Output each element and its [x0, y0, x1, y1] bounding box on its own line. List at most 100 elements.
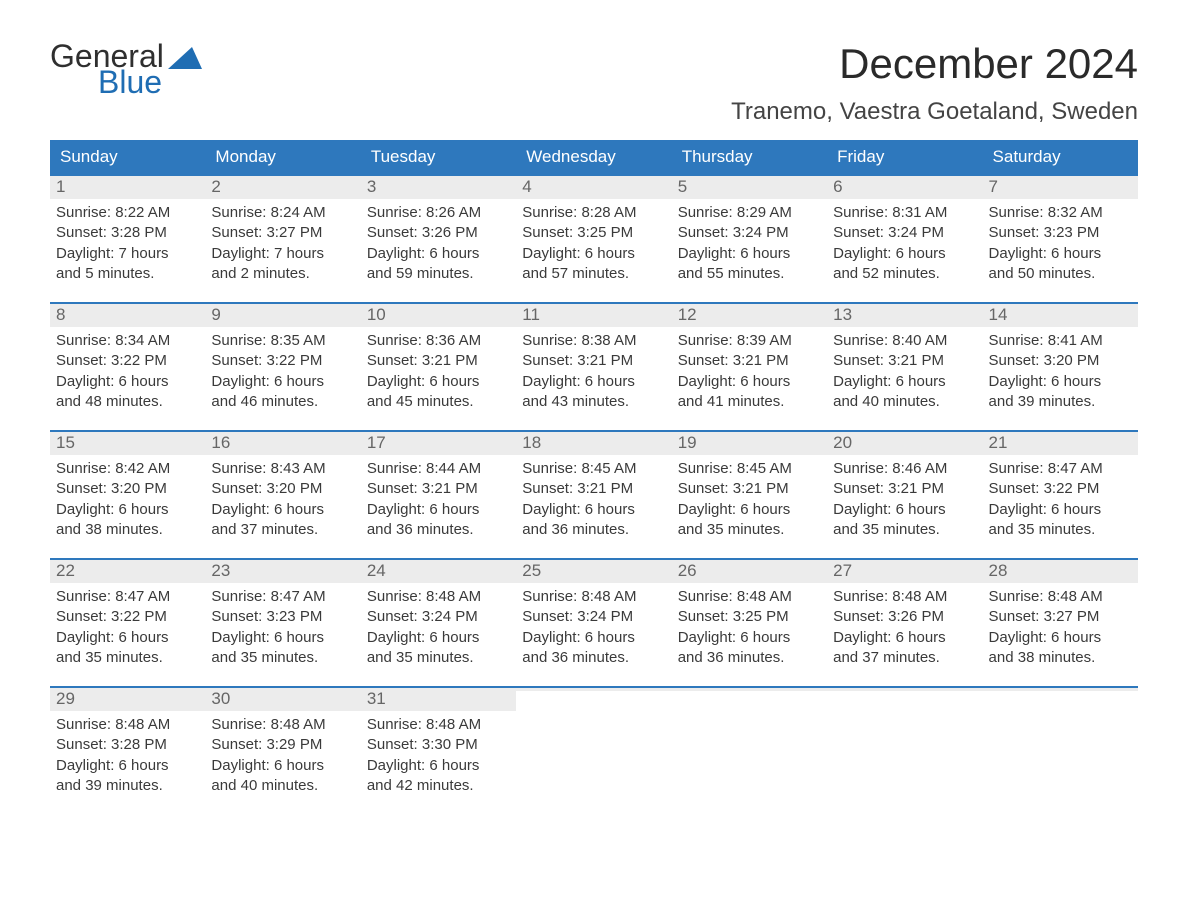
day-sunset: Sunset: 3:24 PM	[522, 607, 665, 627]
day-body: Sunrise: 8:41 AMSunset: 3:20 PMDaylight:…	[983, 327, 1138, 414]
day-number: 4	[522, 177, 531, 196]
day-body: Sunrise: 8:47 AMSunset: 3:23 PMDaylight:…	[205, 583, 360, 670]
day-sunrise: Sunrise: 8:48 AM	[211, 715, 354, 735]
day-d2: and 41 minutes.	[678, 392, 821, 412]
day-sunset: Sunset: 3:21 PM	[522, 479, 665, 499]
day-body	[516, 691, 671, 697]
calendar-day: 5Sunrise: 8:29 AMSunset: 3:24 PMDaylight…	[672, 174, 827, 302]
calendar-day: 4Sunrise: 8:28 AMSunset: 3:25 PMDaylight…	[516, 174, 671, 302]
day-sunrise: Sunrise: 8:47 AM	[56, 587, 199, 607]
day-number: 9	[211, 305, 220, 324]
calendar-day: 7Sunrise: 8:32 AMSunset: 3:23 PMDaylight…	[983, 174, 1138, 302]
day-body: Sunrise: 8:48 AMSunset: 3:27 PMDaylight:…	[983, 583, 1138, 670]
day-d2: and 52 minutes.	[833, 264, 976, 284]
day-body: Sunrise: 8:48 AMSunset: 3:30 PMDaylight:…	[361, 711, 516, 798]
day-sunrise: Sunrise: 8:32 AM	[989, 203, 1132, 223]
day-body	[983, 691, 1138, 697]
day-number-bar: 28	[983, 558, 1138, 583]
day-sunset: Sunset: 3:21 PM	[833, 479, 976, 499]
day-sunset: Sunset: 3:21 PM	[367, 479, 510, 499]
day-body: Sunrise: 8:48 AMSunset: 3:28 PMDaylight:…	[50, 711, 205, 798]
day-sunrise: Sunrise: 8:38 AM	[522, 331, 665, 351]
day-d1: Daylight: 6 hours	[211, 628, 354, 648]
calendar-day: 26 Sunrise: 8:48 AMSunset: 3:25 PMDayligh…	[672, 558, 827, 686]
day-sunset: Sunset: 3:22 PM	[989, 479, 1132, 499]
day-d2: and 59 minutes.	[367, 264, 510, 284]
day-number: 26	[678, 561, 697, 580]
logo-word-blue: Blue	[98, 66, 202, 98]
calendar-day	[983, 686, 1138, 814]
day-sunset: Sunset: 3:29 PM	[211, 735, 354, 755]
day-sunset: Sunset: 3:26 PM	[367, 223, 510, 243]
day-body: Sunrise: 8:46 AMSunset: 3:21 PMDaylight:…	[827, 455, 982, 542]
day-number: 27	[833, 561, 852, 580]
day-d1: Daylight: 6 hours	[367, 756, 510, 776]
day-sunrise: Sunrise: 8:48 AM	[989, 587, 1132, 607]
day-d1: Daylight: 6 hours	[989, 372, 1132, 392]
calendar-day: 17Sunrise: 8:44 AMSunset: 3:21 PMDayligh…	[361, 430, 516, 558]
day-sunset: Sunset: 3:26 PM	[833, 607, 976, 627]
dow-saturday: Saturday	[983, 140, 1138, 174]
dow-thursday: Thursday	[672, 140, 827, 174]
day-sunset: Sunset: 3:20 PM	[56, 479, 199, 499]
day-number-bar: 22	[50, 558, 205, 583]
day-body: Sunrise: 8:42 AMSunset: 3:20 PMDaylight:…	[50, 455, 205, 542]
calendar-day	[516, 686, 671, 814]
day-sunrise: Sunrise: 8:46 AM	[833, 459, 976, 479]
day-number: 20	[833, 433, 852, 452]
day-d2: and 35 minutes.	[211, 648, 354, 668]
day-number-bar: 27	[827, 558, 982, 583]
day-number-bar: 31	[361, 686, 516, 711]
day-sunset: Sunset: 3:24 PM	[833, 223, 976, 243]
day-sunrise: Sunrise: 8:48 AM	[678, 587, 821, 607]
day-d2: and 39 minutes.	[56, 776, 199, 796]
day-number-bar: 15	[50, 430, 205, 455]
day-number: 23	[211, 561, 230, 580]
day-body: Sunrise: 8:45 AMSunset: 3:21 PMDaylight:…	[672, 455, 827, 542]
day-number: 16	[211, 433, 230, 452]
day-number: 22	[56, 561, 75, 580]
day-d2: and 35 minutes.	[367, 648, 510, 668]
logo: General Blue	[50, 40, 202, 98]
day-d1: Daylight: 7 hours	[211, 244, 354, 264]
day-d1: Daylight: 6 hours	[211, 756, 354, 776]
day-sunrise: Sunrise: 8:45 AM	[522, 459, 665, 479]
calendar-week: 15Sunrise: 8:42 AMSunset: 3:20 PMDayligh…	[50, 430, 1138, 558]
day-number: 31	[367, 689, 386, 708]
calendar-day: 23 Sunrise: 8:47 AMSunset: 3:23 PMDayligh…	[205, 558, 360, 686]
day-sunrise: Sunrise: 8:26 AM	[367, 203, 510, 223]
day-d2: and 55 minutes.	[678, 264, 821, 284]
day-body: Sunrise: 8:36 AMSunset: 3:21 PMDaylight:…	[361, 327, 516, 414]
dow-tuesday: Tuesday	[361, 140, 516, 174]
day-sunset: Sunset: 3:25 PM	[522, 223, 665, 243]
day-body: Sunrise: 8:48 AMSunset: 3:24 PMDaylight:…	[361, 583, 516, 670]
day-number-bar: 4	[516, 174, 671, 199]
day-body: Sunrise: 8:31 AMSunset: 3:24 PMDaylight:…	[827, 199, 982, 286]
day-d2: and 40 minutes.	[211, 776, 354, 796]
day-of-week-header: Sunday Monday Tuesday Wednesday Thursday…	[50, 140, 1138, 174]
day-body: Sunrise: 8:48 AMSunset: 3:25 PMDaylight:…	[672, 583, 827, 670]
calendar-day: 12Sunrise: 8:39 AMSunset: 3:21 PMDayligh…	[672, 302, 827, 430]
calendar-day: 2Sunrise: 8:24 AMSunset: 3:27 PMDaylight…	[205, 174, 360, 302]
day-d1: Daylight: 7 hours	[56, 244, 199, 264]
day-number: 30	[211, 689, 230, 708]
day-d2: and 36 minutes.	[367, 520, 510, 540]
calendar-day: 19Sunrise: 8:45 AMSunset: 3:21 PMDayligh…	[672, 430, 827, 558]
day-sunset: Sunset: 3:21 PM	[367, 351, 510, 371]
day-d2: and 50 minutes.	[989, 264, 1132, 284]
day-d2: and 38 minutes.	[989, 648, 1132, 668]
dow-sunday: Sunday	[50, 140, 205, 174]
calendar-day: 10Sunrise: 8:36 AMSunset: 3:21 PMDayligh…	[361, 302, 516, 430]
day-d2: and 38 minutes.	[56, 520, 199, 540]
day-body: Sunrise: 8:40 AMSunset: 3:21 PMDaylight:…	[827, 327, 982, 414]
day-body: Sunrise: 8:22 AMSunset: 3:28 PMDaylight:…	[50, 199, 205, 286]
day-d1: Daylight: 6 hours	[56, 500, 199, 520]
day-number-bar: 10	[361, 302, 516, 327]
day-number: 5	[678, 177, 687, 196]
day-number: 12	[678, 305, 697, 324]
day-sunrise: Sunrise: 8:48 AM	[833, 587, 976, 607]
logo-sail-icon	[168, 47, 202, 69]
calendar-day: 6Sunrise: 8:31 AMSunset: 3:24 PMDaylight…	[827, 174, 982, 302]
day-sunrise: Sunrise: 8:24 AM	[211, 203, 354, 223]
calendar-day	[672, 686, 827, 814]
